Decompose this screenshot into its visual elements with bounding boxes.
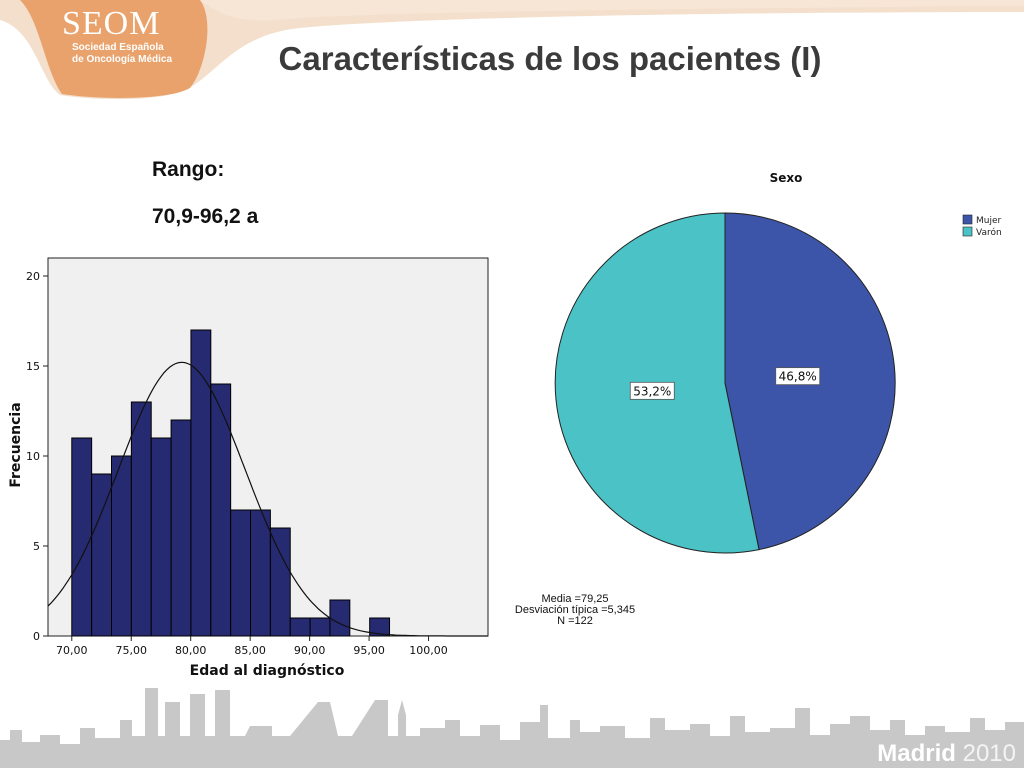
madrid-skyline [0, 688, 1024, 768]
histogram-bar [230, 509, 252, 637]
pie-title: Sexo [770, 171, 803, 185]
histogram-bar [309, 617, 331, 637]
madrid-year: 2010 [962, 740, 1016, 767]
histogram-bar [190, 329, 212, 637]
madrid-city: Madrid [877, 740, 956, 767]
y-tick-label: 10 [26, 450, 40, 463]
x-tick-label: 70,00 [56, 644, 88, 657]
histogram-bar [250, 509, 271, 637]
x-tick-label: 75,00 [115, 644, 147, 657]
histogram-bar [111, 455, 132, 637]
normal-curve [47, 361, 488, 637]
histogram-bar [289, 617, 311, 637]
slide-title: Características de los pacientes (I) [278, 40, 822, 77]
histogram-bar [210, 383, 232, 637]
histogram-bar [369, 617, 391, 637]
histogram-y-label: Frecuencia [8, 402, 24, 487]
histogram-bar [71, 437, 93, 637]
x-tick-label: 90,00 [294, 644, 326, 657]
logo-subtitle-1: Sociedad Española [72, 42, 164, 53]
y-tick-label: 15 [26, 360, 40, 373]
legend-swatch [962, 226, 973, 237]
header-band [0, 0, 1024, 100]
histogram-bar [130, 401, 152, 637]
histogram-bar [329, 599, 351, 637]
legend-label: Mujer [976, 216, 1002, 226]
legend-label: Varón [976, 227, 1002, 238]
pie-value-label: 53,2% [633, 384, 671, 398]
histogram-chart: 0 5 10 15 20 70,00 75,00 80,00 85,00 90,00 95,00 1… [8, 257, 489, 679]
stats-mean: Media =79,25 [541, 593, 609, 605]
pie-value-box [629, 381, 675, 400]
legend-swatch [962, 214, 973, 225]
x-tick-label: 95,00 [353, 644, 385, 657]
stats-n: N =122 [557, 615, 593, 627]
x-tick-label: 100,00 [409, 644, 448, 657]
histogram-bar [170, 419, 192, 637]
y-tick-label: 0 [33, 630, 40, 643]
y-tick-label: 5 [33, 540, 40, 553]
x-tick-label: 80,00 [175, 644, 207, 657]
stats-sd: Desviación típica =5,345 [514, 604, 636, 616]
logo-title: SEOM [62, 5, 161, 42]
range-value: 70,9-96,2 a [152, 205, 259, 228]
logo-subtitle-2: de Oncología Médica [72, 54, 173, 65]
histogram-bar [150, 437, 172, 637]
pie-value-box [775, 367, 821, 386]
histogram-stats: Media =79,25 Desviación típica =5,345 N … [505, 594, 645, 627]
histogram-bar [91, 473, 113, 637]
histogram-x-label: Edad al diagnóstico [190, 663, 345, 679]
pie-value-label: 46,8% [779, 370, 817, 384]
histogram-bar [269, 527, 291, 637]
y-tick-label: 20 [26, 270, 40, 283]
madrid-2010-mark: Madrid 2010 [877, 740, 1016, 768]
seom-logo: SEOM Sociedad Española de Oncología Médi… [62, 6, 202, 86]
x-tick-label: 85,00 [234, 644, 266, 657]
range-label: Rango: [152, 158, 225, 181]
